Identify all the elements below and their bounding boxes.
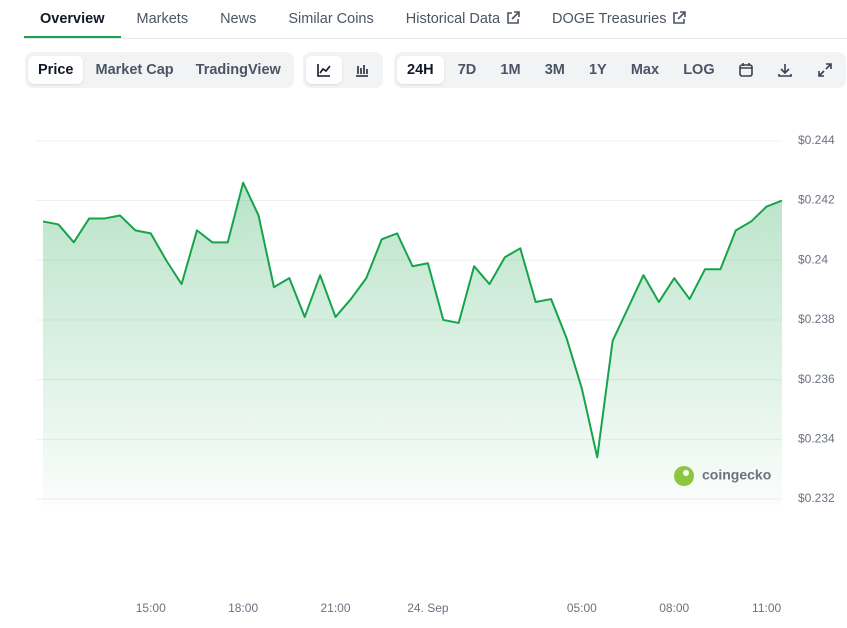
external-icon [507,11,520,24]
range-button[interactable]: 24H [397,56,444,84]
range-button[interactable]: 7D [457,62,477,78]
x-tick-label: 24. Sep [407,601,449,615]
area-fill [43,182,782,506]
tab-label: DOGE Treasuries [552,11,667,27]
y-tick-label: $0.234 [798,432,835,446]
range-button[interactable]: Max [630,62,660,78]
y-tick-label: $0.242 [798,193,835,207]
tab-label: Markets [136,11,189,27]
view-button[interactable]: Market Cap [95,62,174,78]
x-tick-label: 18:00 [228,601,258,615]
x-tick-label: 11:00 [752,601,781,615]
x-tick-label: 05:00 [567,601,597,615]
x-tick-label: 08:00 [659,601,689,615]
tab[interactable]: Similar Coins [272,0,389,38]
y-tick-label: $0.238 [798,312,835,326]
fullscreen-button[interactable] [807,56,843,84]
download-button[interactable] [767,56,803,84]
tab[interactable]: News [204,0,272,38]
view-button[interactable]: Price [28,56,84,84]
chart-type-group [303,52,383,88]
y-tick-label: $0.232 [798,491,835,505]
line-chart-button[interactable] [306,56,342,84]
tab[interactable]: DOGE Treasuries [536,0,702,38]
x-tick-label: 21:00 [321,601,351,615]
tab[interactable]: Overview [24,0,121,38]
x-tick-label: 15:00 [136,601,166,615]
tab[interactable]: Historical Data [390,0,536,38]
candle-chart-button[interactable] [344,56,380,84]
view-button[interactable]: TradingView [195,62,281,78]
watermark-text: coingecko [702,467,771,483]
tab-label: News [220,11,257,27]
range-button[interactable]: LOG [683,62,715,78]
tab-label: Historical Data [405,11,501,27]
tab-label: Overview [40,11,105,27]
price-line [42,181,783,459]
watermark: coingecko [674,466,771,486]
calendar-button[interactable] [729,57,763,83]
range-button[interactable]: 1Y [588,62,607,78]
range-button[interactable]: 1M [500,62,521,78]
view-group: Price Market Cap TradingView [25,52,294,88]
y-tick-label: $0.236 [798,372,835,386]
y-tick-label: $0.244 [798,133,835,147]
tab-label: Similar Coins [288,11,374,27]
range-button[interactable]: 3M [544,62,565,78]
external-icon [673,11,687,24]
tab-bar: Overview Markets News Similar Coins Hist… [24,0,847,39]
y-tick-label: $0.24 [798,252,828,266]
range-group: 24H 7D 1M 3M 1Y Max LOG [394,52,846,88]
tab[interactable]: Markets [121,0,205,38]
